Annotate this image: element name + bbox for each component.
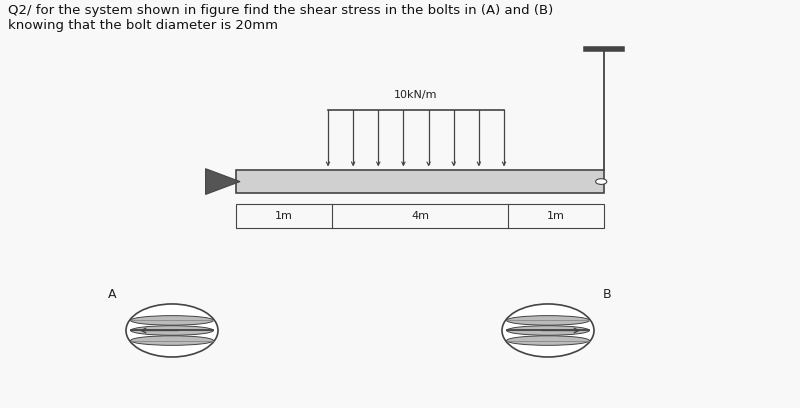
Text: 1m: 1m	[547, 211, 565, 221]
Bar	[236, 170, 604, 193]
Ellipse shape	[506, 336, 590, 345]
Text: B: B	[603, 288, 612, 301]
Polygon shape	[206, 169, 240, 194]
Ellipse shape	[130, 336, 214, 345]
Text: 4m: 4m	[411, 211, 429, 221]
Ellipse shape	[130, 316, 214, 325]
Text: Q2/ for the system shown in figure find the shear stress in the bolts in (A) and: Q2/ for the system shown in figure find …	[8, 4, 554, 32]
Text: A: A	[108, 288, 117, 301]
Circle shape	[595, 179, 607, 184]
Text: 10kN/m: 10kN/m	[394, 90, 438, 100]
Ellipse shape	[506, 316, 590, 325]
Ellipse shape	[130, 326, 214, 335]
Text: 1m: 1m	[275, 211, 293, 221]
Ellipse shape	[502, 304, 594, 357]
Ellipse shape	[126, 304, 218, 357]
Bar	[236, 204, 604, 228]
Ellipse shape	[506, 326, 590, 335]
